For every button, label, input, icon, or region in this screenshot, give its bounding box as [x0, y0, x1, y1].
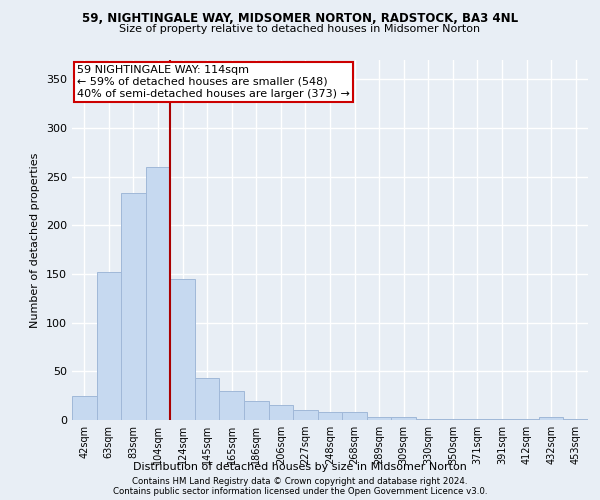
Text: 59, NIGHTINGALE WAY, MIDSOMER NORTON, RADSTOCK, BA3 4NL: 59, NIGHTINGALE WAY, MIDSOMER NORTON, RA…: [82, 12, 518, 26]
Bar: [416, 419, 440, 420]
Bar: [244, 400, 269, 420]
Bar: [539, 417, 563, 420]
Bar: [367, 417, 391, 420]
Bar: [563, 419, 588, 420]
Bar: [440, 419, 465, 420]
Bar: [293, 410, 318, 420]
Bar: [514, 419, 539, 420]
Text: Contains HM Land Registry data © Crown copyright and database right 2024.: Contains HM Land Registry data © Crown c…: [132, 477, 468, 486]
Y-axis label: Number of detached properties: Number of detached properties: [31, 152, 40, 328]
Bar: [195, 378, 220, 420]
Bar: [121, 194, 146, 420]
Bar: [391, 417, 416, 420]
Bar: [170, 279, 195, 420]
Bar: [318, 412, 342, 420]
Text: Size of property relative to detached houses in Midsomer Norton: Size of property relative to detached ho…: [119, 24, 481, 34]
Text: Distribution of detached houses by size in Midsomer Norton: Distribution of detached houses by size …: [133, 462, 467, 472]
Text: Contains public sector information licensed under the Open Government Licence v3: Contains public sector information licen…: [113, 487, 487, 496]
Bar: [269, 406, 293, 420]
Bar: [342, 412, 367, 420]
Bar: [146, 167, 170, 420]
Bar: [97, 272, 121, 420]
Bar: [72, 396, 97, 420]
Text: 59 NIGHTINGALE WAY: 114sqm
← 59% of detached houses are smaller (548)
40% of sem: 59 NIGHTINGALE WAY: 114sqm ← 59% of deta…: [77, 66, 350, 98]
Bar: [490, 419, 514, 420]
Bar: [220, 391, 244, 420]
Bar: [465, 419, 490, 420]
